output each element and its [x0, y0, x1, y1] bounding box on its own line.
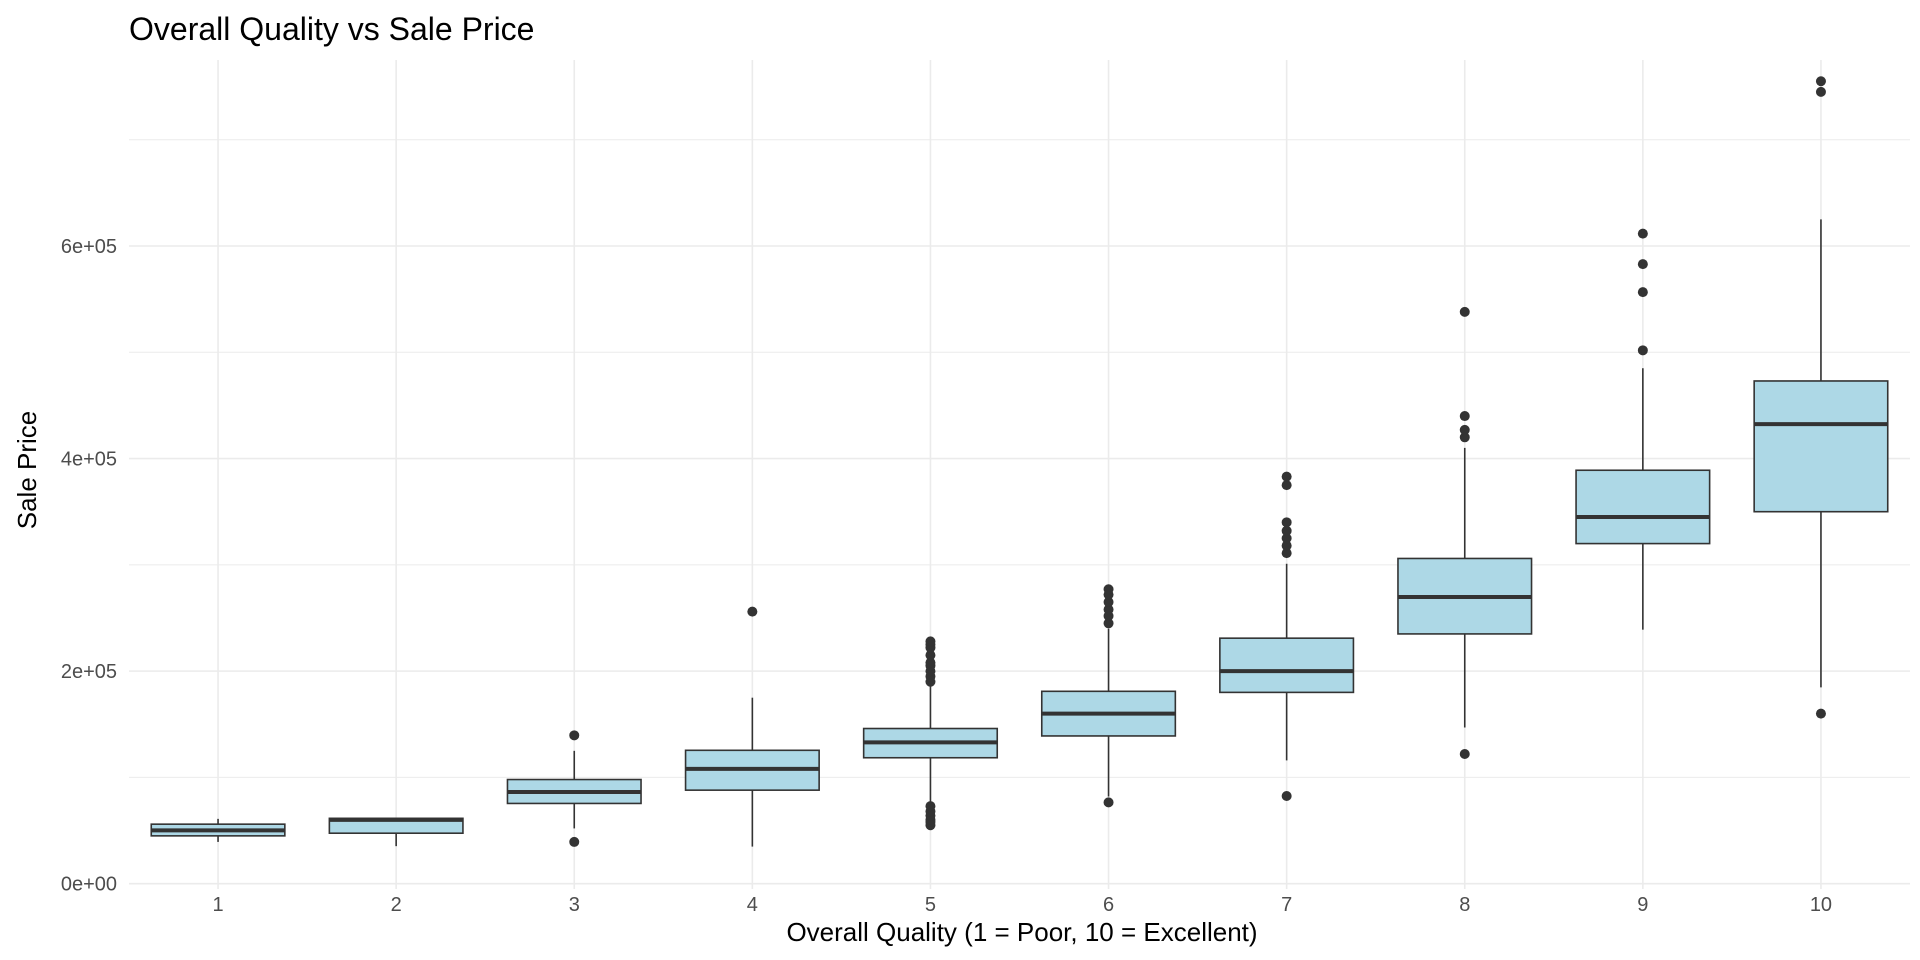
outlier-point	[1637, 228, 1648, 239]
outlier-point	[569, 730, 580, 741]
outlier-point	[1637, 287, 1648, 298]
outlier-point	[1281, 525, 1292, 536]
boxplot-8	[1397, 306, 1533, 760]
boxplot-2	[328, 817, 464, 847]
outlier-point	[1281, 533, 1292, 544]
chart-title: Overall Quality vs Sale Price	[129, 11, 534, 47]
outlier-point	[1459, 306, 1470, 317]
boxplot-6	[1040, 584, 1177, 808]
outlier-point	[1281, 548, 1292, 559]
y-axis: 0e+00 2e+05 4e+05 6e+05	[61, 236, 117, 896]
box	[1753, 380, 1889, 513]
y-axis-title: Sale Price	[12, 411, 42, 530]
x-tick-label: 10	[1810, 894, 1832, 916]
x-axis-title: Overall Quality (1 = Poor, 10 = Excellen…	[786, 917, 1257, 947]
y-tick-label: 0e+00	[61, 874, 117, 896]
outlier-point	[1103, 597, 1114, 608]
x-tick-label: 7	[1281, 894, 1292, 916]
outlier-point	[1281, 471, 1292, 482]
outlier-point	[1281, 517, 1292, 528]
x-tick-label: 8	[1459, 894, 1470, 916]
outlier-point	[1459, 411, 1470, 422]
boxplot-3	[506, 730, 642, 847]
outlier-point	[1637, 345, 1648, 356]
outlier-point	[1815, 708, 1826, 719]
outlier-point	[1281, 791, 1292, 802]
outlier-point	[925, 657, 936, 668]
outlier-point	[925, 636, 936, 647]
outlier-point	[1459, 432, 1470, 443]
outlier-point	[925, 801, 936, 812]
outlier-point	[1815, 76, 1826, 87]
x-tick-label: 1	[212, 894, 223, 916]
y-tick-label: 2e+05	[61, 661, 117, 683]
x-tick-label: 9	[1637, 894, 1648, 916]
outlier-point	[1637, 259, 1648, 270]
outlier-point	[1815, 86, 1826, 97]
boxplot-5	[862, 636, 999, 831]
outlier-point	[1459, 424, 1470, 435]
outlier-point	[1459, 749, 1470, 760]
boxplot-7	[1219, 471, 1355, 802]
outlier-point	[1103, 584, 1114, 595]
box	[1219, 637, 1355, 694]
outlier-point	[1103, 604, 1114, 615]
x-axis: 1 2 3 4 5 6 7 8 9 10	[212, 894, 1832, 916]
y-tick-label: 6e+05	[61, 236, 117, 258]
boxplot-1	[150, 818, 286, 842]
outlier-point	[569, 836, 580, 847]
outlier-point	[1281, 480, 1292, 491]
boxplots	[150, 76, 1889, 847]
boxplot-4	[684, 606, 820, 847]
x-tick-label: 6	[1103, 894, 1114, 916]
outlier-point	[1103, 618, 1114, 629]
outlier-point	[1103, 797, 1114, 808]
x-tick-label: 4	[747, 894, 758, 916]
x-tick-label: 5	[925, 894, 936, 916]
y-tick-label: 4e+05	[61, 449, 117, 471]
outlier-point	[747, 606, 758, 617]
x-tick-label: 2	[391, 894, 402, 916]
outlier-point	[1281, 540, 1292, 551]
outlier-point	[925, 650, 936, 661]
x-tick-label: 3	[569, 894, 580, 916]
boxplot-9	[1575, 228, 1711, 630]
boxplot-10	[1753, 76, 1889, 719]
box	[1575, 469, 1711, 545]
